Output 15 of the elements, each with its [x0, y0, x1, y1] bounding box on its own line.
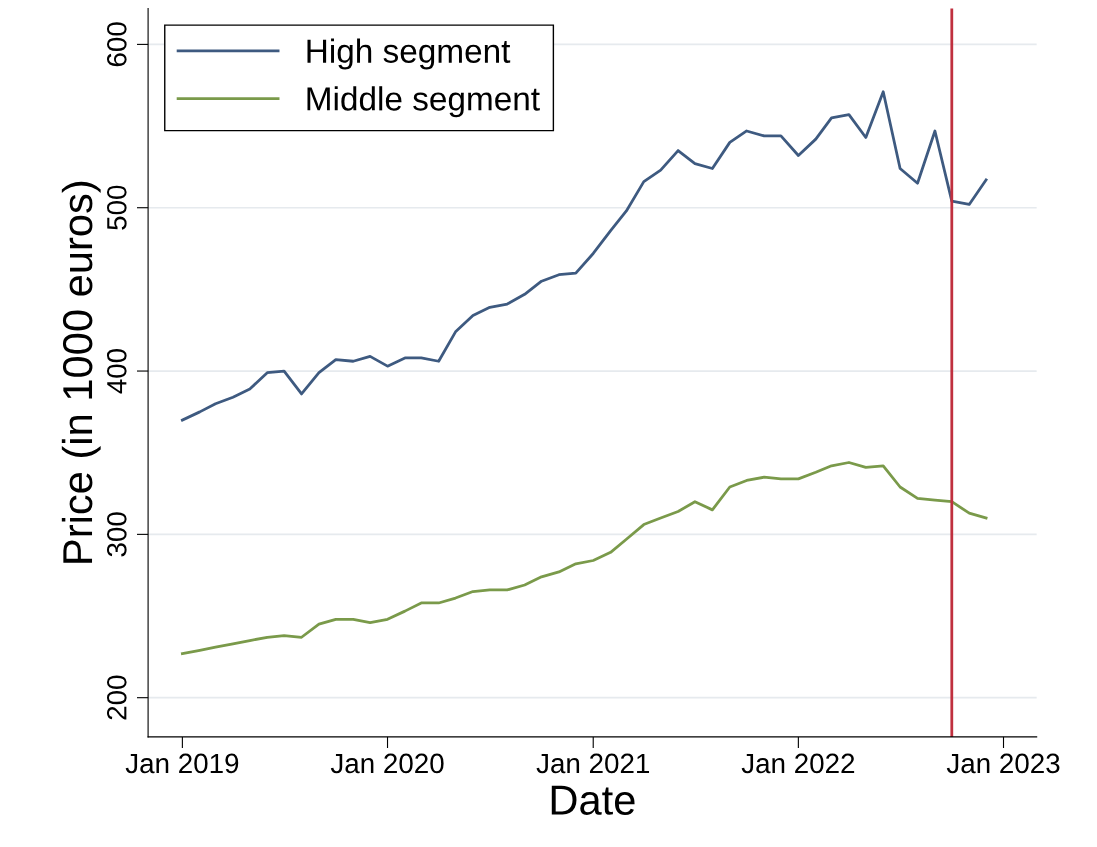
legend-label: Middle segment [307, 86, 540, 118]
x-tick-label: Jan 2021 [536, 753, 650, 774]
x-tick-label: Jan 2023 [946, 753, 1060, 774]
line-series [180, 461, 988, 655]
y-axis-title: Price (in 1000 euros) [61, 181, 101, 563]
x-axis-title: Date [551, 785, 635, 815]
x-tick-label: Jan 2022 [741, 753, 855, 774]
y-tick-label: 300 [106, 512, 127, 557]
y-tick-label: 200 [106, 675, 127, 720]
y-tick-label: 600 [106, 22, 127, 67]
legend-label: High segment [307, 38, 511, 70]
x-tick-label: Jan 2020 [330, 753, 444, 774]
y-tick-label: 500 [106, 185, 127, 230]
x-tick-label: Jan 2019 [125, 753, 239, 774]
y-tick-label: 400 [106, 348, 127, 394]
